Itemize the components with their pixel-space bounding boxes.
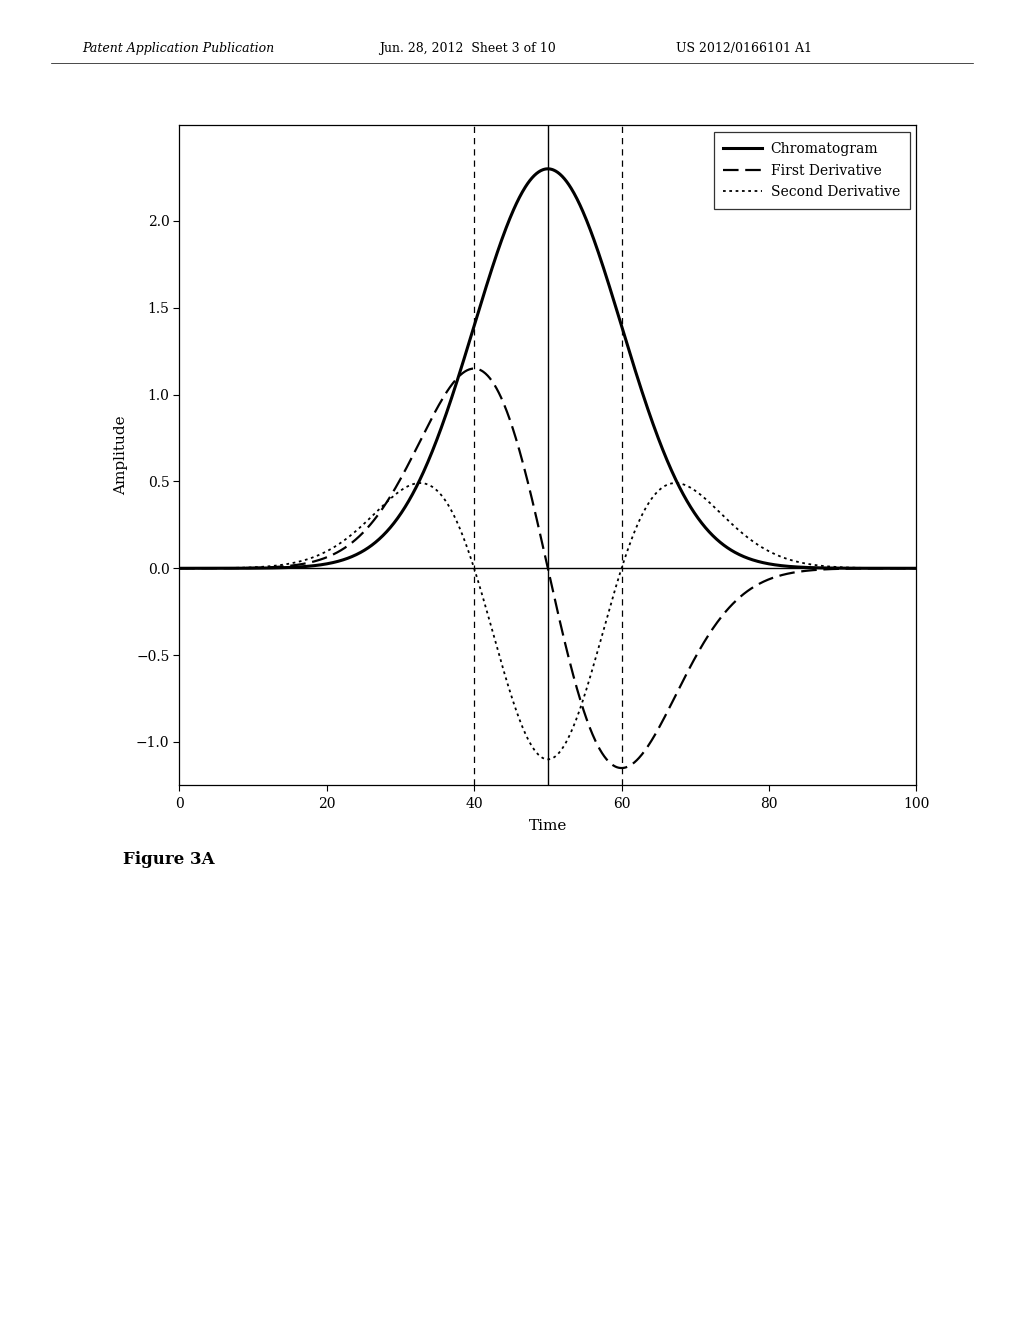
Text: Figure 3A: Figure 3A <box>123 851 214 869</box>
Y-axis label: Amplitude: Amplitude <box>114 416 128 495</box>
Text: US 2012/0166101 A1: US 2012/0166101 A1 <box>676 42 812 55</box>
X-axis label: Time: Time <box>528 818 567 833</box>
Legend: Chromatogram, First Derivative, Second Derivative: Chromatogram, First Derivative, Second D… <box>714 132 909 209</box>
Text: Patent Application Publication: Patent Application Publication <box>82 42 274 55</box>
Text: Jun. 28, 2012  Sheet 3 of 10: Jun. 28, 2012 Sheet 3 of 10 <box>379 42 556 55</box>
